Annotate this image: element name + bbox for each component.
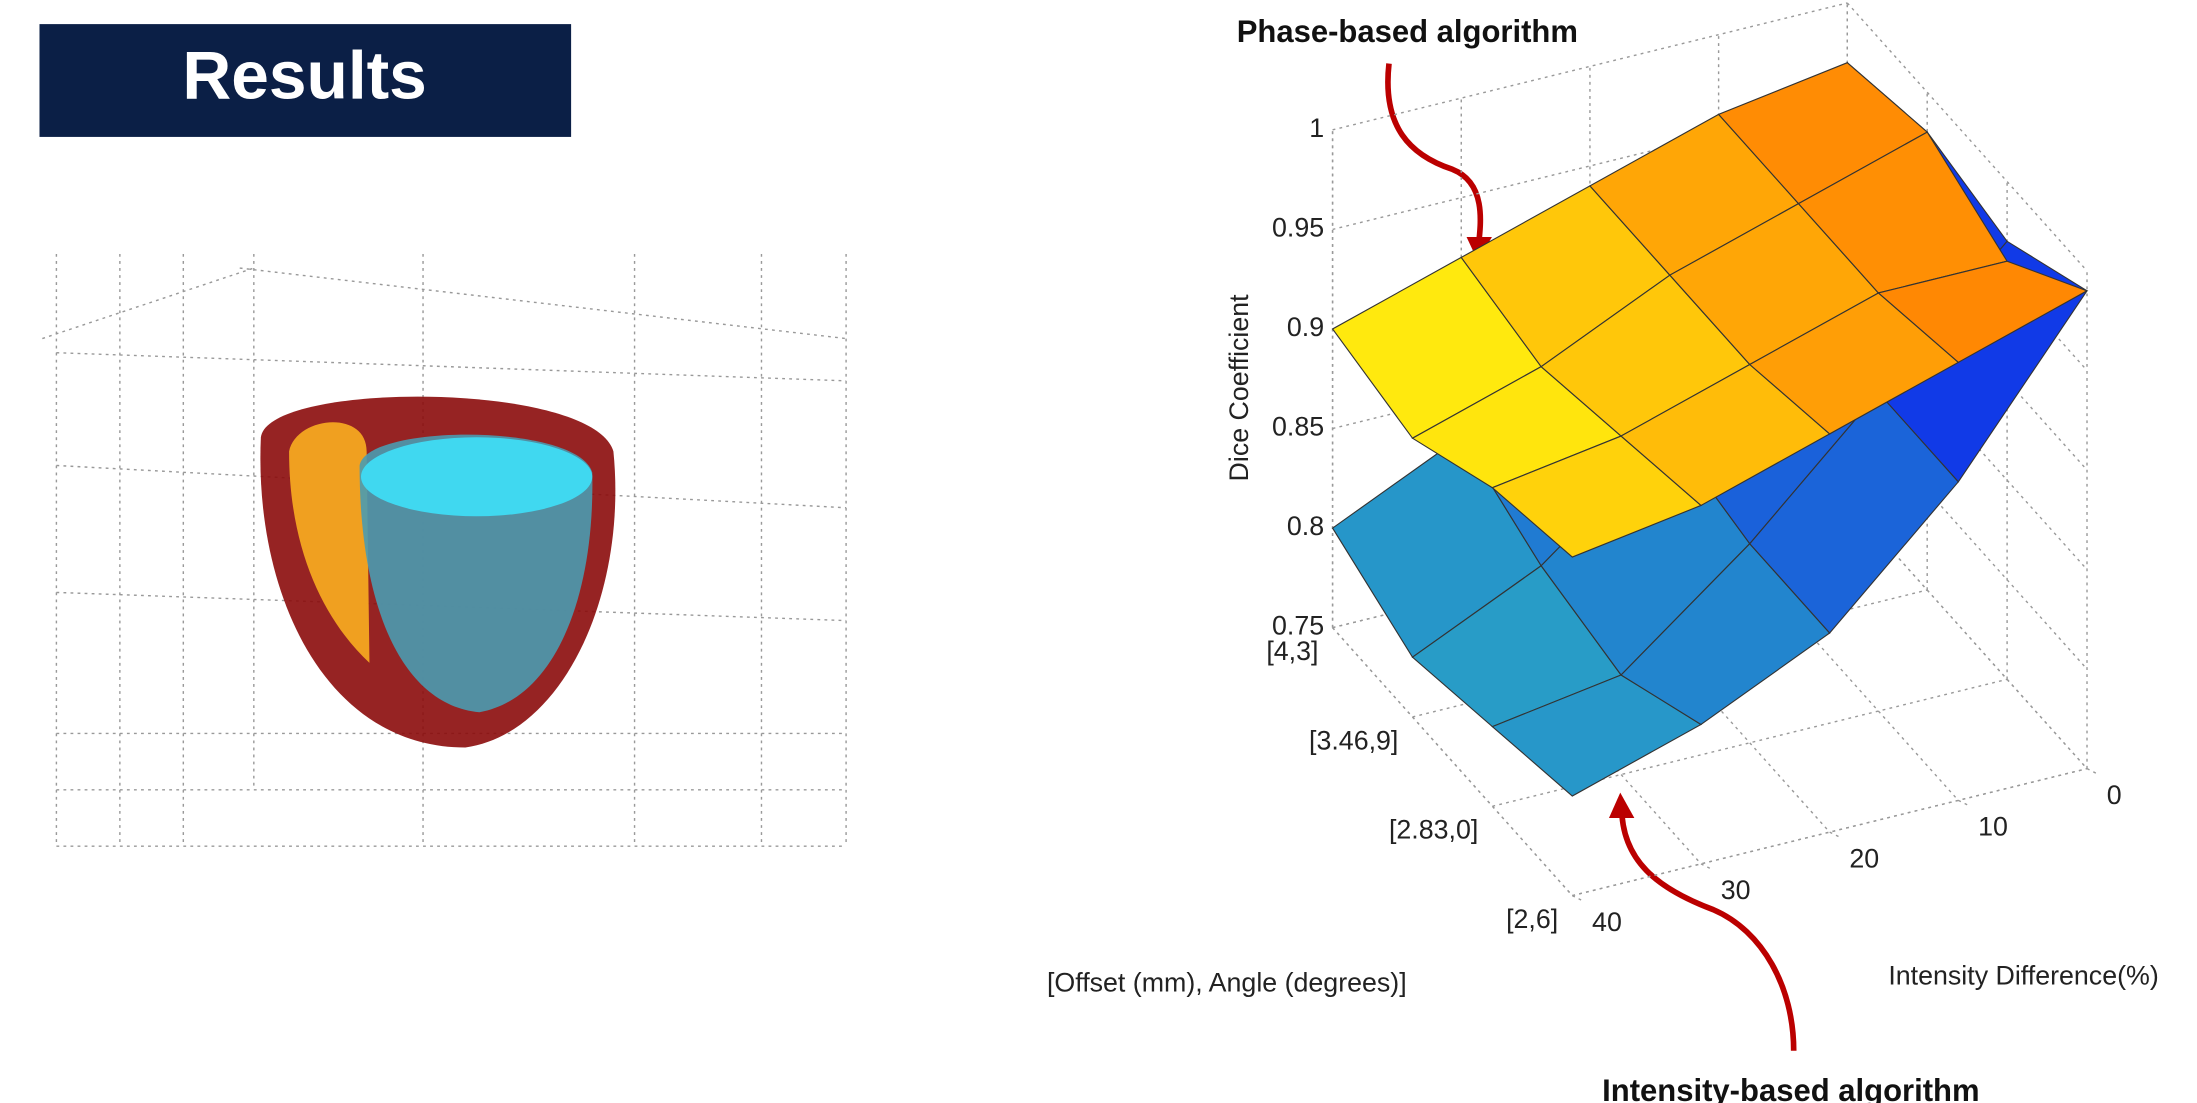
y-tick-label: [2,6] xyxy=(1506,904,1558,934)
z-axis-label: Dice Coefficient xyxy=(1224,294,1254,482)
phase-arrow xyxy=(1388,64,1480,252)
z-tick-label: 0.9 xyxy=(1287,312,1324,342)
surface-plot: 0.750.80.850.90.951010203040[4,3][3.46,9… xyxy=(1266,3,2121,937)
y-tick-label: [2.83,0] xyxy=(1389,815,1478,845)
tick-mark xyxy=(1572,896,1583,902)
x-tick-label: 0 xyxy=(2107,780,2122,810)
y-tick-label: [4,3] xyxy=(1266,636,1318,666)
annotation: Phase-based algorithm xyxy=(1237,14,1578,49)
arrow-head xyxy=(1609,793,1634,818)
y-axis-label: [Offset (mm), Angle (degrees)] xyxy=(1047,967,1407,997)
z-tick-label: 0.95 xyxy=(1272,213,1324,243)
heart-illustration xyxy=(42,254,846,846)
annotation: Intensity-based algorithm xyxy=(1602,1073,1979,1103)
z-tick-label: 0.8 xyxy=(1287,511,1324,541)
tick-mark xyxy=(2087,769,2098,775)
z-tick-label: 1 xyxy=(1309,113,1324,143)
z-tick-label: 0.85 xyxy=(1272,412,1324,442)
tick-mark xyxy=(1830,832,1841,838)
x-axis-label: Intensity Difference(%) xyxy=(1888,960,2158,990)
tick-mark xyxy=(1701,864,1712,870)
slide: Results 0.750.80.850.90.951010203040[4,3… xyxy=(0,0,2197,1103)
slide-title: Results xyxy=(182,38,426,113)
x-tick-label: 20 xyxy=(1849,843,1879,873)
page: Results 0.750.80.850.90.951010203040[4,3… xyxy=(0,0,2197,1103)
intensity-arrow xyxy=(1622,807,1794,1051)
x-tick-label: 40 xyxy=(1592,907,1622,937)
x-tick-label: 10 xyxy=(1978,812,2008,842)
tick-mark xyxy=(1958,800,1969,806)
x-tick-label: 30 xyxy=(1721,875,1751,905)
y-tick-label: [3.46,9] xyxy=(1309,725,1398,755)
